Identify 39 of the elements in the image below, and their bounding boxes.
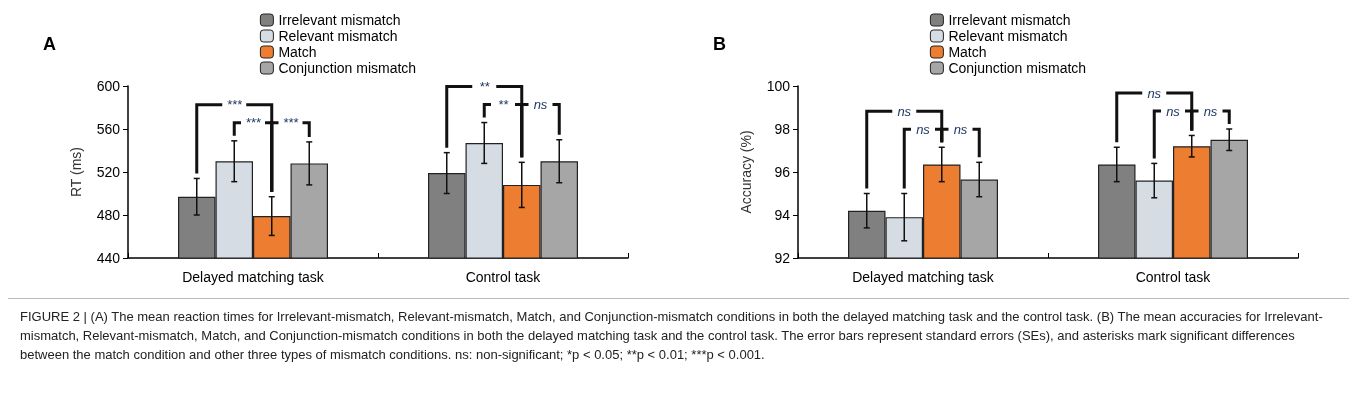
y-tick-label: 92 xyxy=(774,250,791,266)
y-axis-title: Accuracy (%) xyxy=(738,130,754,214)
legend-label: Match xyxy=(948,44,987,60)
legend-label: Conjunction mismatch xyxy=(948,60,1087,76)
x-tick-label: Control task xyxy=(465,269,542,285)
annotation: ns xyxy=(953,121,968,137)
y-tick-label: 560 xyxy=(96,121,121,137)
y-axis-title: RT (ms) xyxy=(68,146,84,198)
y-tick-label: 100 xyxy=(766,78,791,94)
annotation: ns xyxy=(1147,85,1162,101)
legend-label: Match xyxy=(278,44,317,60)
y-tick-label: 440 xyxy=(96,250,121,266)
legend-label: Relevant mismatch xyxy=(278,28,398,44)
annotation: ** xyxy=(497,97,509,113)
legend-label: Irrelevant mismatch xyxy=(278,12,401,28)
annotation: *** xyxy=(245,115,262,131)
x-tick-label: Delayed matching task xyxy=(852,269,995,285)
annotation: ns xyxy=(1166,103,1181,119)
annotation: *** xyxy=(226,97,243,113)
y-tick-label: 94 xyxy=(774,207,791,223)
chart-title: B xyxy=(713,34,726,54)
chart-title: A xyxy=(43,34,56,54)
legend-label: Relevant mismatch xyxy=(948,28,1068,44)
y-tick-label: 96 xyxy=(774,164,791,180)
legend-label: Irrelevant mismatch xyxy=(948,12,1071,28)
legend-label: Conjunction mismatch xyxy=(278,60,417,76)
annotation: ns xyxy=(916,121,931,137)
annotation: ** xyxy=(479,79,491,95)
x-tick-label: Control task xyxy=(1135,269,1212,285)
annotation: *** xyxy=(282,115,300,131)
y-tick-label: 520 xyxy=(96,164,121,180)
annotation: ns xyxy=(897,103,912,119)
y-tick-label: 98 xyxy=(774,121,791,137)
y-tick-label: 480 xyxy=(96,207,121,223)
annotation: ns xyxy=(1203,103,1218,119)
y-tick-label: 600 xyxy=(96,78,121,94)
caption: FIGURE 2 | (A) The mean reaction times for Irrelevant-mismatch, Relevant-mismatch, Match, and Conjunction-mismatch conditions in both the delayed matching task and the control task. (B) The mean accuracies for Irrelevant-mismatch, Relevant-mismatch, Match, and Conjunction-mismatch conditions in both the delayed matching task and the control task. The error bars represent standard errors (SEs), and asterisks mark significant differences between the match condition and other three types of mismatch conditions. ns: non-significant; *p < 0.05; **p < 0.01; ***p < 0.001. xyxy=(8,298,1349,372)
x-tick-label: Delayed matching task xyxy=(182,269,325,285)
annotation: ns xyxy=(533,97,548,113)
